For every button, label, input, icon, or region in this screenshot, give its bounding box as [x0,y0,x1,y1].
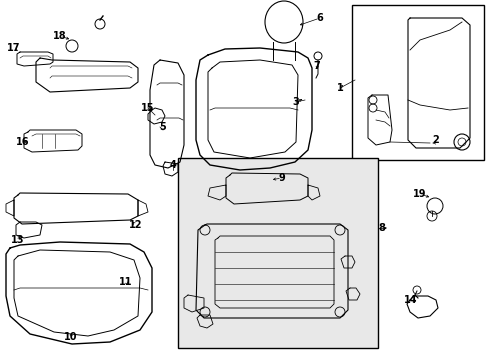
Text: 18: 18 [53,31,67,41]
Text: 7: 7 [313,61,320,71]
Text: 19: 19 [412,189,426,199]
Text: 14: 14 [404,295,417,305]
Text: 12: 12 [129,220,142,230]
Text: 17: 17 [7,43,20,53]
Text: 9: 9 [278,173,285,183]
Text: 16: 16 [16,137,30,147]
Text: 4: 4 [169,160,176,170]
Text: 10: 10 [64,332,78,342]
Text: 11: 11 [119,277,132,287]
Text: 13: 13 [11,235,25,245]
Text: 3: 3 [292,97,299,107]
Bar [178,158,377,348]
Text: 8: 8 [378,223,385,233]
Text: 15: 15 [141,103,154,113]
Text: 1: 1 [336,83,343,93]
Text: 6: 6 [316,13,323,23]
Text: 5: 5 [159,122,166,132]
Text: 2: 2 [432,135,439,145]
Bar [351,5,483,160]
